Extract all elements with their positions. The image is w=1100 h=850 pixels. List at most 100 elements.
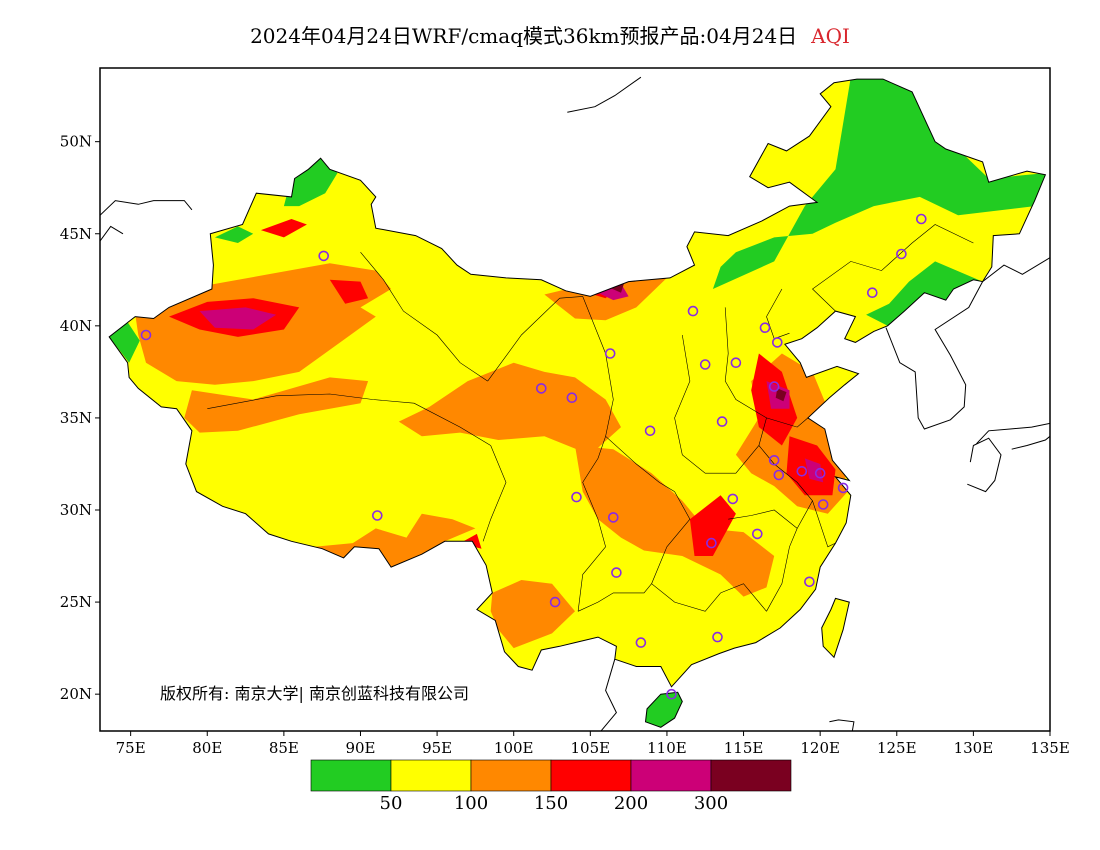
city-marker (817, 499, 829, 510)
city-marker (699, 359, 711, 370)
aqi-zone-unhealthy-karamay (260, 219, 307, 238)
x-tick-label: 90E (345, 739, 375, 757)
city-marker (706, 537, 717, 549)
y-tick-label: 45N (60, 225, 92, 243)
city-marker (607, 512, 619, 523)
colorbar-tick-label: 300 (693, 793, 729, 814)
x-tick-label: 100E (494, 739, 534, 757)
city-marker (666, 688, 677, 700)
city-marker (644, 425, 656, 437)
city-markers (140, 213, 927, 700)
x-tick-label: 110E (647, 739, 687, 757)
aqi-zone-very-unhealthy-tarim (199, 307, 277, 330)
taiwan-landmass (821, 598, 850, 658)
city-marker (371, 510, 383, 521)
longitude-axis: 75E 80E 85E 90E 95E 100E 105E 110E 115E 120E 125E 1… (116, 731, 1070, 757)
coastline-segment (967, 437, 1002, 493)
y-tick-label: 50N (60, 133, 92, 151)
city-marker (535, 383, 547, 394)
aqi-zone-good-northeast (712, 79, 1046, 289)
province-boundary-line (577, 296, 614, 612)
province-boundary-line (605, 436, 675, 492)
city-marker (837, 482, 849, 494)
province-boundary-line (812, 224, 974, 312)
china-border (108, 78, 1047, 688)
coastline-segment (567, 76, 642, 113)
city-marker (727, 493, 739, 505)
copyright-text: 版权所有: 南京大学| 南京创蓝科技有限公司 (160, 684, 469, 703)
city-marker (635, 637, 647, 648)
y-tick-label: 25N (60, 593, 92, 611)
city-marker (771, 337, 783, 348)
coastline-segment (885, 281, 984, 430)
city-marker (804, 576, 815, 588)
city-marker (730, 357, 742, 369)
city-marker (796, 465, 808, 477)
y-tick-label: 30N (60, 501, 92, 519)
coastline-segment (100, 225, 124, 242)
aqi-colorbar (310, 759, 792, 792)
x-tick-label: 95E (422, 739, 452, 757)
title-variable: AQI (811, 24, 850, 48)
city-marker (896, 248, 907, 260)
city-marker (604, 348, 616, 359)
colorbar-swatch (710, 759, 792, 792)
colorbar-tick-label: 50 (379, 793, 403, 814)
city-marker (773, 469, 785, 481)
city-marker (915, 213, 927, 225)
city-marker (712, 631, 723, 643)
province-boundary-line (674, 334, 767, 474)
city-marker (866, 287, 878, 299)
province-boundary-line (360, 252, 488, 382)
city-marker (759, 322, 771, 334)
figure-title: 2024年04月24日WRF/cmaq模式36km预报产品:04月24日 AQI (0, 20, 1100, 49)
aqi-zone-sensitive-qinghai (398, 362, 621, 455)
colorbar-swatch (630, 759, 712, 792)
colorbar-tick-label: 200 (613, 793, 649, 814)
province-boundary-line (812, 500, 836, 548)
city-marker (687, 305, 699, 317)
x-tick-label: 125E (877, 739, 917, 757)
aqi-zone-good-altai (283, 158, 338, 207)
coastline-segment (982, 257, 1050, 282)
coastline-segment (976, 422, 1050, 445)
y-tick-label: 35N (60, 409, 92, 427)
coastline-segment (1011, 435, 1050, 450)
province-boundary-line (766, 288, 790, 340)
hainan-landmass (645, 692, 683, 728)
aqi-zone-hazardous-jinan (775, 388, 787, 402)
aqi-zone-good-kashgar-west (109, 322, 140, 363)
aqi-zone-sensitive-kunlun (184, 377, 369, 433)
x-tick-label: 75E (116, 739, 146, 757)
province-boundary-line (758, 445, 813, 612)
neighbor-coastlines (100, 76, 1050, 731)
aqi-zone-good-liaoning (866, 261, 983, 326)
x-tick-label: 135E (1030, 739, 1070, 757)
province-boundary-line (720, 583, 767, 612)
city-marker (814, 467, 826, 479)
city-marker (611, 567, 622, 578)
province-boundary-line (487, 296, 583, 382)
province-boundaries (207, 224, 974, 612)
colorbar-swatch (310, 759, 392, 792)
city-marker (549, 596, 561, 608)
latitude-axis: 20N 25N 30N 35N 40N 45N 50N (60, 133, 100, 703)
y-tick-label: 20N (60, 685, 92, 703)
city-marker (768, 381, 780, 392)
aqi-zone-sensitive-tibet-south (314, 513, 476, 568)
city-marker (318, 250, 330, 262)
x-tick-label: 130E (954, 739, 994, 757)
city-marker (566, 392, 578, 404)
aqi-zone-sensitive-central (575, 445, 775, 597)
hainan-border (644, 691, 683, 728)
taiwan-border (821, 597, 850, 659)
colorbar-tick-label: 150 (533, 793, 569, 814)
colorbar-swatch (550, 759, 632, 792)
city-marker (716, 416, 728, 427)
city-marker (768, 454, 780, 466)
x-tick-label: 80E (192, 739, 222, 757)
city-marker (751, 528, 763, 540)
province-boundary-line (728, 509, 798, 529)
x-tick-label: 85E (269, 739, 299, 757)
